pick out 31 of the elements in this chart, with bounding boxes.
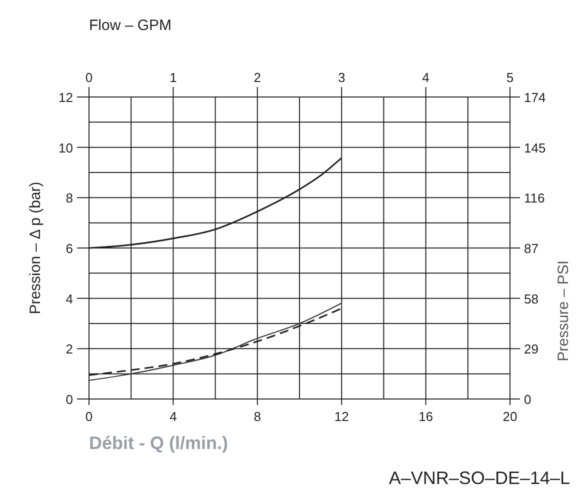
x-tick-label: 12 (334, 409, 349, 424)
y2-axis-title: Pressure – PSI (555, 260, 572, 362)
y-tick-label: 0 (66, 392, 73, 407)
y-tick-label: 6 (66, 241, 73, 256)
x2-tick-label: 5 (506, 70, 514, 85)
y-tick-label: 8 (66, 190, 73, 206)
y2-tick-label: 0 (524, 392, 532, 407)
x-tick-label: 0 (85, 409, 93, 424)
x-tick-label: 4 (170, 409, 177, 424)
x2-tick-label: 0 (85, 70, 93, 85)
y2-tick-label: 116 (524, 190, 545, 206)
x2-tick-label: 2 (254, 70, 262, 85)
x2-axis-title: Flow – GPM (89, 17, 172, 34)
y-tick-label: 4 (66, 291, 73, 306)
x-tick-label: 20 (502, 409, 518, 424)
x2-tick-label: 1 (170, 70, 177, 85)
y2-tick-label: 174 (524, 90, 546, 105)
y-axis-title: Pression – Δ p (bar) (27, 182, 44, 314)
x-tick-label: 16 (418, 409, 434, 424)
y2-tick-label: 145 (524, 140, 546, 156)
y2-tick-label: 58 (524, 291, 538, 306)
text: A–VNR–SO–DE–14–L (388, 468, 570, 488)
x2-tick-label: 3 (338, 70, 346, 85)
x-tick-label: 8 (254, 409, 262, 424)
x2-tick-label: 4 (422, 70, 430, 85)
y-tick-label: 12 (58, 90, 73, 105)
x-axis-title: Débit - Q (l/min.) (89, 433, 228, 453)
y2-tick-label: 87 (524, 241, 538, 256)
y2-tick-label: 29 (524, 342, 538, 357)
y-tick-label: 10 (58, 140, 73, 156)
y-tick-label: 2 (66, 342, 73, 357)
